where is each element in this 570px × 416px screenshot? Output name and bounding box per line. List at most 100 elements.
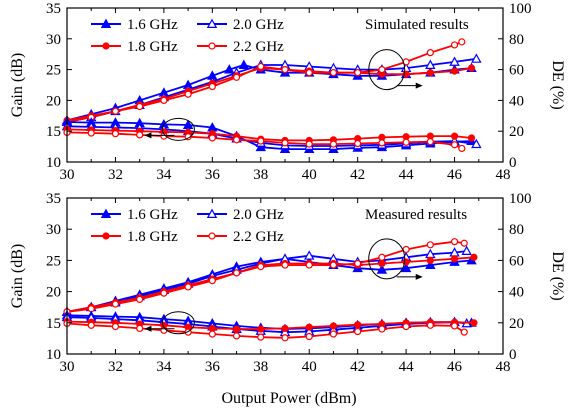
y-right-axis-title: DE (%) — [549, 251, 566, 300]
x-tick-label: 32 — [108, 359, 123, 375]
legend-label: 2.2 GHz — [233, 229, 284, 245]
highlight-ellipse-gain — [161, 117, 195, 141]
data-point — [238, 59, 250, 69]
data-point — [329, 322, 338, 330]
x-tick-label: 42 — [350, 167, 365, 183]
data-point — [426, 49, 434, 57]
data-point — [425, 59, 436, 69]
data-point — [100, 18, 112, 28]
data-point — [354, 69, 362, 77]
data-point — [449, 56, 460, 66]
data-point — [257, 263, 265, 271]
data-point — [354, 321, 362, 329]
chart-panel-1: 30 32 34 36 38 40 42 44 46 48 10 15 20 25 30 35 0 20 40 60 8… — [9, 1, 566, 183]
highlight-ellipse-de — [368, 238, 406, 280]
data-point — [402, 138, 410, 146]
x-tick-label: 36 — [205, 167, 221, 183]
x-tick-label: 32 — [108, 167, 123, 183]
data-point — [206, 18, 218, 28]
y-left-tick-label: 15 — [46, 316, 61, 332]
data-point — [354, 259, 362, 268]
arrow-head-right — [415, 273, 423, 280]
y-left-tick-label: 10 — [46, 155, 61, 171]
data-point — [87, 321, 95, 329]
data-point — [111, 107, 120, 115]
data-point — [224, 64, 235, 74]
y-right-tick-label: 60 — [509, 253, 524, 269]
series-line — [66, 322, 465, 339]
highlight-ellipse-de — [368, 49, 406, 91]
data-point — [232, 325, 241, 333]
series-line — [66, 250, 467, 313]
data-point — [208, 232, 216, 240]
data-point — [111, 300, 120, 308]
series-de-1-8-ghz — [63, 253, 478, 316]
x-tick-label: 44 — [399, 359, 415, 375]
y-left-tick-label: 30 — [46, 222, 61, 238]
y-left-tick-label: 35 — [46, 1, 61, 17]
series-line — [66, 256, 474, 313]
data-point — [400, 262, 412, 273]
data-point — [378, 325, 386, 333]
data-point — [232, 73, 241, 81]
data-point — [208, 330, 216, 338]
y-right-tick-label: 40 — [509, 285, 524, 301]
data-point — [136, 102, 144, 111]
legend-label: 1.6 GHz — [127, 17, 178, 33]
legend-item: 1.8 GHz — [91, 229, 178, 245]
data-point — [471, 138, 482, 149]
data-point — [329, 140, 338, 148]
legend-label: 1.8 GHz — [127, 229, 178, 245]
data-point — [304, 250, 315, 260]
data-point — [208, 82, 216, 91]
legend-item: 2.0 GHz — [197, 207, 284, 223]
series-line — [66, 131, 463, 150]
arrow-head-right — [415, 82, 423, 89]
y-right-tick-label: 20 — [509, 316, 524, 332]
legend-label: 1.6 GHz — [127, 207, 178, 223]
data-point — [257, 62, 265, 71]
data-point — [378, 139, 386, 147]
data-point — [184, 133, 192, 141]
data-point — [160, 289, 168, 297]
data-point — [450, 67, 459, 75]
y-left-tick-label: 35 — [46, 191, 61, 207]
data-point — [426, 138, 434, 146]
y-left-axis-title: Gain (dB) — [9, 53, 26, 117]
series-line — [66, 121, 472, 151]
x-tick-label: 48 — [496, 167, 511, 183]
data-point — [208, 277, 216, 285]
y-right-tick-label: 100 — [509, 1, 532, 17]
data-point — [208, 134, 216, 142]
data-point — [232, 136, 241, 144]
y-left-tick-label: 25 — [46, 63, 61, 79]
data-point — [257, 333, 265, 341]
series-line — [66, 67, 472, 122]
data-point — [450, 255, 459, 263]
x-tick-label: 42 — [350, 359, 365, 375]
data-point — [329, 69, 338, 77]
data-point — [305, 323, 313, 331]
data-point — [426, 241, 434, 249]
legend-label: 1.8 GHz — [127, 39, 178, 55]
data-point — [232, 332, 241, 340]
series-de-2-0-ghz — [61, 245, 472, 316]
data-point — [111, 130, 120, 138]
series-de-1-6-ghz — [61, 59, 477, 125]
y-left-tick-label: 20 — [46, 285, 61, 301]
y-right-tick-label: 40 — [509, 93, 524, 109]
x-tick-label: 36 — [205, 359, 221, 375]
data-point — [450, 238, 459, 246]
x-tick-label: 48 — [496, 359, 511, 375]
y-right-tick-label: 100 — [509, 191, 532, 207]
y-left-tick-label: 25 — [46, 253, 61, 269]
data-point — [111, 322, 120, 331]
data-point — [257, 137, 265, 145]
data-point — [402, 322, 410, 331]
data-point — [378, 65, 386, 74]
series-gain-1-6-ghz — [61, 116, 477, 154]
data-point — [160, 96, 168, 105]
legend-item: 1.8 GHz — [91, 39, 178, 55]
x-tick-label: 40 — [302, 359, 317, 375]
